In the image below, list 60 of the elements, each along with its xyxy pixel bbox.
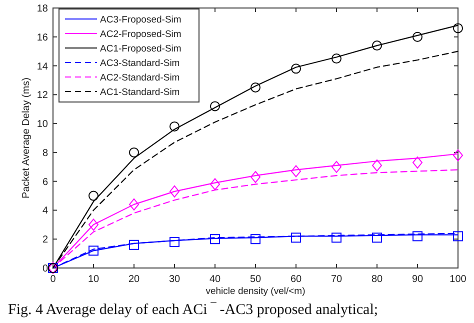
legend-label: AC2-Froposed-Sim (100, 29, 182, 40)
x-tick-label: 90 (412, 274, 424, 285)
y-tick-label: 16 (36, 32, 48, 44)
y-tick-label: 6 (42, 176, 48, 188)
y-tick-label: 18 (36, 4, 48, 14)
point (210, 234, 220, 244)
point (332, 160, 342, 173)
y-tick-label: 10 (36, 119, 48, 130)
point (210, 178, 220, 190)
point (372, 232, 382, 243)
x-tick-label: 0 (50, 274, 56, 285)
y-tick-label: 14 (36, 61, 48, 72)
point (170, 121, 180, 132)
x-axis-title: vehicle density (vel/<m) (206, 286, 306, 297)
point (372, 159, 382, 172)
point (412, 231, 422, 242)
point (250, 234, 260, 244)
point (250, 82, 260, 92)
point (129, 240, 139, 250)
point (170, 237, 180, 247)
caption: Fig. 4 Average delay of each ACi ‾ -AC3 proposed analytical; (8, 302, 378, 318)
point (453, 231, 463, 242)
x-tick-label: 70 (330, 274, 342, 285)
point (453, 23, 463, 34)
y-tick-label: 8 (42, 148, 48, 159)
point (372, 40, 382, 51)
legend-label: AC3-Froposed-Sim (100, 14, 182, 26)
legend-label: AC1-Froposed-Sim (100, 44, 182, 54)
point (129, 147, 139, 158)
point (88, 190, 98, 201)
point (291, 64, 301, 74)
x-tick-label: 100 (450, 274, 467, 285)
point (453, 149, 463, 162)
point (210, 101, 220, 112)
point (129, 198, 139, 210)
point (412, 32, 422, 42)
y-tick-label: 2 (42, 234, 48, 246)
y-tick-label: 4 (42, 206, 48, 217)
point (291, 165, 301, 178)
point (250, 171, 260, 183)
point (332, 232, 342, 243)
y-tick-label: 0 (42, 264, 48, 274)
legend-label: AC2-Standard-Sim (100, 72, 180, 84)
y-tick-label: 12 (36, 90, 48, 102)
point (412, 156, 422, 169)
x-tick-label: 60 (290, 274, 302, 285)
x-tick-label: 50 (250, 274, 262, 285)
x-tick-label: 40 (209, 274, 221, 285)
y-axis-title: Packet Average Delay (ms) (21, 78, 32, 198)
x-tick-label: 80 (371, 274, 383, 285)
point (170, 185, 180, 198)
x-tick-label: 30 (168, 274, 180, 285)
point (88, 246, 98, 256)
x-tick-label: 10 (88, 274, 100, 285)
x-tick-label: 20 (128, 274, 140, 285)
point (291, 232, 301, 243)
point (332, 54, 342, 64)
point (88, 218, 98, 231)
legend-label: AC3-Standard-Sim (100, 58, 180, 69)
legend-label: AC1-Standard-Sim (100, 87, 180, 98)
